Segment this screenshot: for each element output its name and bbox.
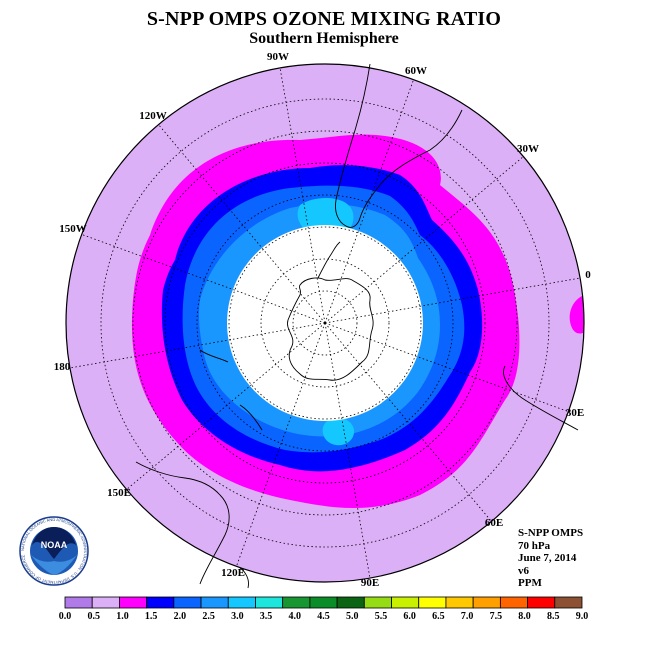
colorbar-tick-label: 1.5 (145, 611, 158, 622)
meridian-line (158, 124, 326, 324)
meridian-line (279, 67, 326, 324)
colorbar-tick-label: 6.0 (403, 611, 416, 622)
lon-label-90w: 90W (267, 51, 289, 63)
colorbar-tick-label: 5.0 (346, 611, 359, 622)
map-border (65, 63, 585, 583)
colorbar-swatch (418, 596, 447, 609)
noaa-logo-text: NOAA (41, 540, 68, 550)
info-block: S-NPP OMPS 70 hPa June 7, 2014 v6 PPM (518, 527, 583, 590)
south-pole-marker (323, 321, 327, 325)
meridian-line (236, 322, 326, 567)
noaa-logo: NOAA NATIONAL OCEANIC AND ATMOSPHERIC AD… (19, 516, 89, 586)
meridian-line (324, 322, 492, 522)
info-version: v6 (518, 564, 529, 577)
map-title: S-NPP OMPS OZONE MIXING RATIO (146, 8, 502, 30)
colorbar-swatch (91, 596, 120, 609)
info-instrument: S-NPP OMPS (518, 527, 584, 539)
lon-label-90e: 90E (361, 577, 379, 589)
info-unit: PPM (518, 577, 542, 589)
lon-label-180: 180 (54, 361, 71, 373)
meridian-line (81, 234, 326, 324)
colorbar-tick-label: 0.5 (87, 611, 100, 622)
meridian-line (324, 79, 414, 324)
colorbar-swatch (391, 596, 420, 609)
colorbar-swatch (119, 596, 148, 609)
meridian-line (324, 156, 524, 324)
meridian-line (69, 322, 326, 369)
lon-label-60e: 60E (485, 517, 503, 529)
antarctica-coastline (287, 277, 374, 381)
latitude-circle-7 (100, 98, 550, 548)
colorbar-swatch (363, 596, 392, 609)
colorbar-swatch (146, 596, 175, 609)
colorbar-tick-label: 9.0 (576, 611, 589, 622)
colorbar-tick-label: 4.0 (289, 611, 302, 622)
colorbar-tick-label: 6.5 (432, 611, 445, 622)
colorbar-tick-label: 3.0 (231, 611, 244, 622)
australia-coastline (135, 461, 230, 585)
colorbar-tick-label: 5.5 (375, 611, 388, 622)
lon-label-120w: 120W (139, 110, 167, 122)
latitude-circle-3 (228, 226, 422, 420)
lon-label-60w: 60W (405, 65, 427, 77)
map-subtitle: Southern Hemisphere (249, 30, 399, 47)
latitude-circle-6 (132, 130, 518, 516)
lon-label-150w: 150W (59, 223, 87, 235)
colorbar-swatch (64, 596, 93, 609)
meridian-line (324, 322, 569, 412)
colorbar-tick-label: 8.0 (518, 611, 531, 622)
colorbar-swatch (445, 596, 474, 609)
africa-coastline (503, 365, 579, 431)
colorbar-swatch (527, 596, 556, 609)
contour-magenta-edge (569, 295, 584, 334)
colorbar-tick-label: 0.0 (59, 611, 72, 622)
colorbar-swatch (472, 596, 501, 609)
latitude-circle-1 (292, 290, 358, 356)
colorbar-swatch (309, 596, 338, 609)
info-date: June 7, 2014 (518, 552, 577, 564)
meridian-line (126, 322, 326, 490)
colorbar-tick-label: 1.0 (116, 611, 129, 622)
colorbar-swatch (255, 596, 284, 609)
colorbar-tick-label: 7.5 (490, 611, 503, 622)
latitude-circle-5 (164, 162, 486, 484)
meridian-line (324, 322, 371, 579)
antarctic-peninsula (317, 241, 341, 279)
contour-cyan-2 (322, 417, 355, 446)
colorbar-tick-label: 2.5 (202, 611, 215, 622)
lon-label-30w: 30W (517, 143, 539, 155)
colorbar-swatch (499, 596, 528, 609)
lon-label-0: 0 (585, 269, 591, 281)
tasmania-coastline (239, 567, 249, 589)
lon-label-120e: 120E (221, 567, 245, 579)
colorbar-tick-label: 8.5 (547, 611, 560, 622)
latitude-circle-2 (260, 258, 390, 388)
colorbar-tick-label: 4.5 (317, 611, 330, 622)
colorbar-tick-label: 3.5 (260, 611, 273, 622)
new-zealand-coastline (199, 349, 263, 431)
colorbar-swatch (282, 596, 311, 609)
colorbar-tick-label: 7.0 (461, 611, 474, 622)
meridian-line (324, 277, 581, 324)
lon-label-150e: 150E (107, 487, 131, 499)
colorbar-swatch (336, 596, 365, 609)
colorbar-swatch (554, 596, 583, 609)
colorbar-swatch (227, 596, 256, 609)
info-pressure: 70 hPa (518, 539, 551, 552)
colorbar-swatch (173, 596, 202, 609)
colorbar-tick-label: 2.0 (174, 611, 187, 622)
colorbar-swatch (200, 596, 229, 609)
south-america-coastline (335, 63, 463, 228)
latitude-circle-4 (196, 194, 454, 452)
lon-label-30e: 30E (566, 407, 584, 419)
